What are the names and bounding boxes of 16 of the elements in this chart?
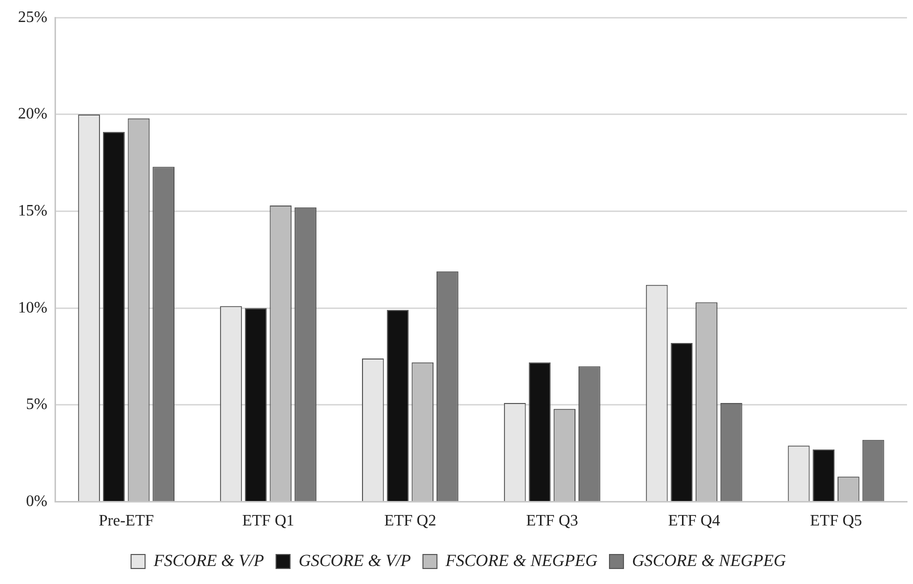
y-tick-label: 10%: [18, 299, 48, 316]
legend-label: FSCORE & V/P: [152, 550, 264, 570]
legend-label: GSCORE & V/P: [298, 550, 411, 570]
legend-label: GSCORE & NEGPEG: [632, 550, 786, 570]
x-tick-label: ETF Q1: [242, 512, 294, 530]
y-tick-label: 15%: [18, 202, 48, 220]
x-tick-label: ETF Q5: [810, 512, 862, 530]
legend-label: FSCORE & NEGPEG: [444, 550, 598, 570]
y-tick-label: 25%: [18, 8, 48, 26]
y-tick-label: 5%: [26, 396, 48, 414]
y-tick-label: 20%: [18, 106, 48, 123]
x-tick-label: Pre-ETF: [98, 512, 154, 530]
y-tick-label: 0%: [26, 493, 48, 510]
x-tick-label: ETF Q3: [526, 512, 578, 530]
x-tick-label: ETF Q4: [668, 512, 720, 530]
x-tick-label: ETF Q2: [384, 512, 436, 530]
